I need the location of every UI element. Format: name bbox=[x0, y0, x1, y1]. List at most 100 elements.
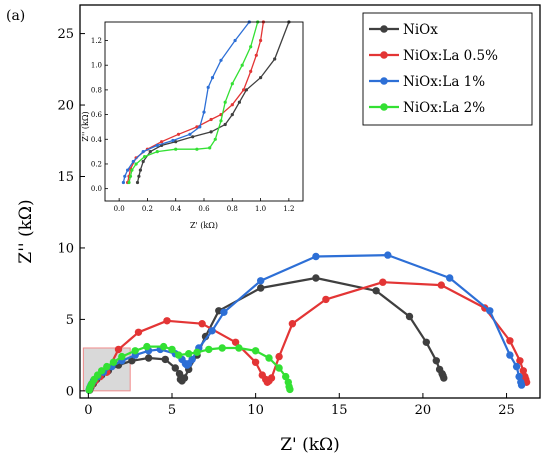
x-axis-title: Z' (kΩ) bbox=[280, 435, 340, 455]
legend-label: NiOx:La 0.5% bbox=[403, 48, 498, 64]
inset-y-tick-label: 0.2 bbox=[91, 160, 102, 168]
inset-data-point bbox=[259, 76, 263, 80]
data-point bbox=[144, 354, 153, 362]
inset-series-line bbox=[136, 21, 290, 183]
data-point bbox=[267, 374, 276, 382]
inset-data-point bbox=[135, 180, 140, 185]
data-point bbox=[286, 385, 294, 394]
inset-data-point bbox=[249, 69, 253, 73]
inset-data-point bbox=[230, 113, 234, 117]
data-point bbox=[506, 351, 514, 359]
y-tick-label: 10 bbox=[57, 241, 74, 256]
main-plot: 0 5 10 15 20 25 0 5 10 15 20 25 Z' (kΩ) Z'' (kΩ) bbox=[16, 4, 541, 455]
inset-data-point bbox=[155, 143, 159, 147]
data-point bbox=[171, 364, 179, 372]
inset-data-point bbox=[237, 100, 241, 104]
legend-entry-niox-la-0-5: NiOx:La 0.5% bbox=[369, 48, 498, 64]
y-tick-label: 20 bbox=[57, 99, 74, 114]
inset-plot: 0.0 0.2 0.4 0.6 0.8 1.0 1.2 0.0 0.2 0.4 0.6 0.8 1.0 1… bbox=[81, 8, 310, 248]
inset-y-tick-label: 1.2 bbox=[91, 37, 102, 45]
inset-data-point bbox=[202, 110, 206, 114]
y-tick-label: 15 bbox=[57, 170, 74, 185]
inset-series-group bbox=[121, 20, 291, 185]
inset-data-point bbox=[273, 57, 277, 61]
y-tick-label: 25 bbox=[57, 27, 74, 42]
inset-data-point bbox=[141, 150, 145, 154]
data-point bbox=[517, 381, 526, 389]
data-point bbox=[275, 364, 283, 372]
data-point bbox=[372, 287, 380, 295]
inset-y-tick-label: 1.0 bbox=[91, 62, 102, 70]
x-tick-label: 5 bbox=[168, 403, 176, 418]
inset-data-point bbox=[209, 117, 213, 122]
legend-swatch-marker bbox=[380, 103, 388, 111]
inset-data-point bbox=[230, 103, 234, 107]
data-point bbox=[257, 284, 265, 292]
inset-data-point bbox=[210, 76, 215, 80]
inset-data-point bbox=[223, 122, 227, 127]
data-point bbox=[251, 358, 260, 366]
data-point bbox=[437, 281, 445, 289]
inset-data-point bbox=[198, 125, 202, 129]
legend-items: NiOx NiOx:La 0.5% NiOx:La 1% NiOx:La 2% bbox=[369, 22, 498, 116]
inset-data-point bbox=[155, 150, 159, 154]
legend-swatch-marker bbox=[380, 25, 388, 33]
x-tick-label: 15 bbox=[331, 403, 348, 418]
x-tick-label: 20 bbox=[415, 403, 432, 418]
inset-data-point bbox=[242, 88, 246, 92]
data-point bbox=[265, 354, 273, 362]
data-point bbox=[188, 355, 196, 364]
inset-data-point bbox=[131, 159, 135, 164]
inset-y-tick-label: 0.6 bbox=[91, 111, 103, 119]
inset-y-axis-title: Z'' (kΩ) bbox=[81, 111, 90, 141]
data-point bbox=[205, 345, 213, 354]
inset-x-tick-label: 0.4 bbox=[170, 205, 182, 213]
inset-data-point bbox=[219, 119, 223, 123]
data-point bbox=[193, 348, 201, 356]
x-tick-label: 25 bbox=[498, 403, 515, 418]
inset-data-point bbox=[130, 168, 134, 172]
data-point bbox=[512, 362, 521, 371]
inset-x-tick-label: 1.2 bbox=[283, 205, 294, 213]
data-point bbox=[322, 295, 330, 304]
data-point bbox=[175, 370, 184, 378]
inset-y-tick-label: 0.8 bbox=[91, 86, 102, 94]
data-point bbox=[109, 358, 118, 366]
inset-data-point bbox=[138, 168, 142, 172]
inset-data-point bbox=[244, 88, 248, 92]
data-point bbox=[134, 328, 143, 336]
inset-data-point bbox=[143, 155, 147, 159]
data-point bbox=[175, 351, 183, 359]
inset-data-point bbox=[174, 140, 178, 144]
inset-data-point bbox=[249, 45, 253, 49]
data-point bbox=[384, 251, 392, 259]
data-point bbox=[516, 357, 524, 365]
inset-series-line bbox=[128, 21, 259, 183]
inset-y-tick-label: 0.0 bbox=[91, 185, 102, 193]
data-point bbox=[288, 320, 297, 328]
data-point bbox=[118, 352, 126, 361]
data-point bbox=[312, 252, 320, 261]
data-point bbox=[405, 312, 414, 321]
x-tick-label: 10 bbox=[247, 403, 264, 418]
legend-label: NiOx:La 2% bbox=[403, 100, 485, 116]
inset-data-point bbox=[195, 147, 199, 151]
main-ticks: 0 5 10 15 20 25 0 5 10 15 20 25 bbox=[57, 27, 514, 418]
legend-swatch-marker bbox=[380, 51, 388, 59]
data-point bbox=[220, 308, 228, 316]
data-point bbox=[131, 347, 139, 355]
data-point bbox=[231, 338, 240, 346]
inset-data-point bbox=[123, 174, 127, 178]
inset-data-point bbox=[240, 63, 244, 67]
data-point bbox=[208, 327, 216, 335]
data-point bbox=[180, 374, 189, 382]
data-point bbox=[519, 367, 527, 375]
y-axis-title: Z'' (kΩ) bbox=[16, 199, 36, 263]
inset-data-point bbox=[213, 137, 217, 141]
data-point bbox=[114, 345, 123, 354]
inset-y-tick-label: 0.4 bbox=[91, 136, 103, 144]
inset-data-point bbox=[134, 162, 138, 166]
inset-ticks: 0.0 0.2 0.4 0.6 0.8 1.0 1.2 0.0 0.2 0.4 0.6 0.8 1.0 1… bbox=[91, 37, 295, 213]
series-niox-la-2 bbox=[85, 342, 294, 394]
